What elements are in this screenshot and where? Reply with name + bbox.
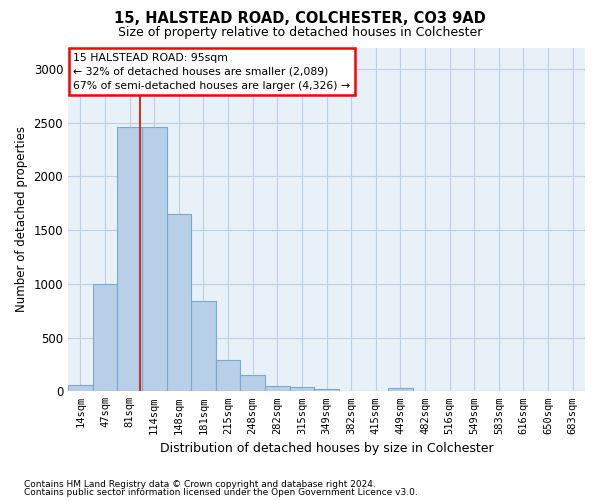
Bar (388, 388, 413, 392)
Text: Size of property relative to detached houses in Colchester: Size of property relative to detached ho… (118, 26, 482, 39)
Bar (167, 214, 191, 392)
Bar (117, 127, 142, 392)
Y-axis label: Number of detached properties: Number of detached properties (15, 126, 28, 312)
X-axis label: Distribution of detached houses by size in Colchester: Distribution of detached houses by size … (160, 442, 493, 455)
Bar (290, 387, 314, 392)
Bar (191, 301, 216, 392)
Text: Contains HM Land Registry data © Crown copyright and database right 2024.: Contains HM Land Registry data © Crown c… (24, 480, 376, 489)
Bar (265, 386, 290, 392)
Bar (68, 385, 92, 392)
Bar (241, 374, 265, 392)
Text: Contains public sector information licensed under the Open Government Licence v3: Contains public sector information licen… (24, 488, 418, 497)
Bar (216, 360, 241, 392)
Bar (92, 284, 117, 392)
Text: 15, HALSTEAD ROAD, COLCHESTER, CO3 9AD: 15, HALSTEAD ROAD, COLCHESTER, CO3 9AD (114, 11, 486, 26)
Text: 15 HALSTEAD ROAD: 95sqm
← 32% of detached houses are smaller (2,089)
67% of semi: 15 HALSTEAD ROAD: 95sqm ← 32% of detache… (73, 52, 350, 90)
Bar (314, 389, 339, 392)
Bar (142, 127, 167, 392)
